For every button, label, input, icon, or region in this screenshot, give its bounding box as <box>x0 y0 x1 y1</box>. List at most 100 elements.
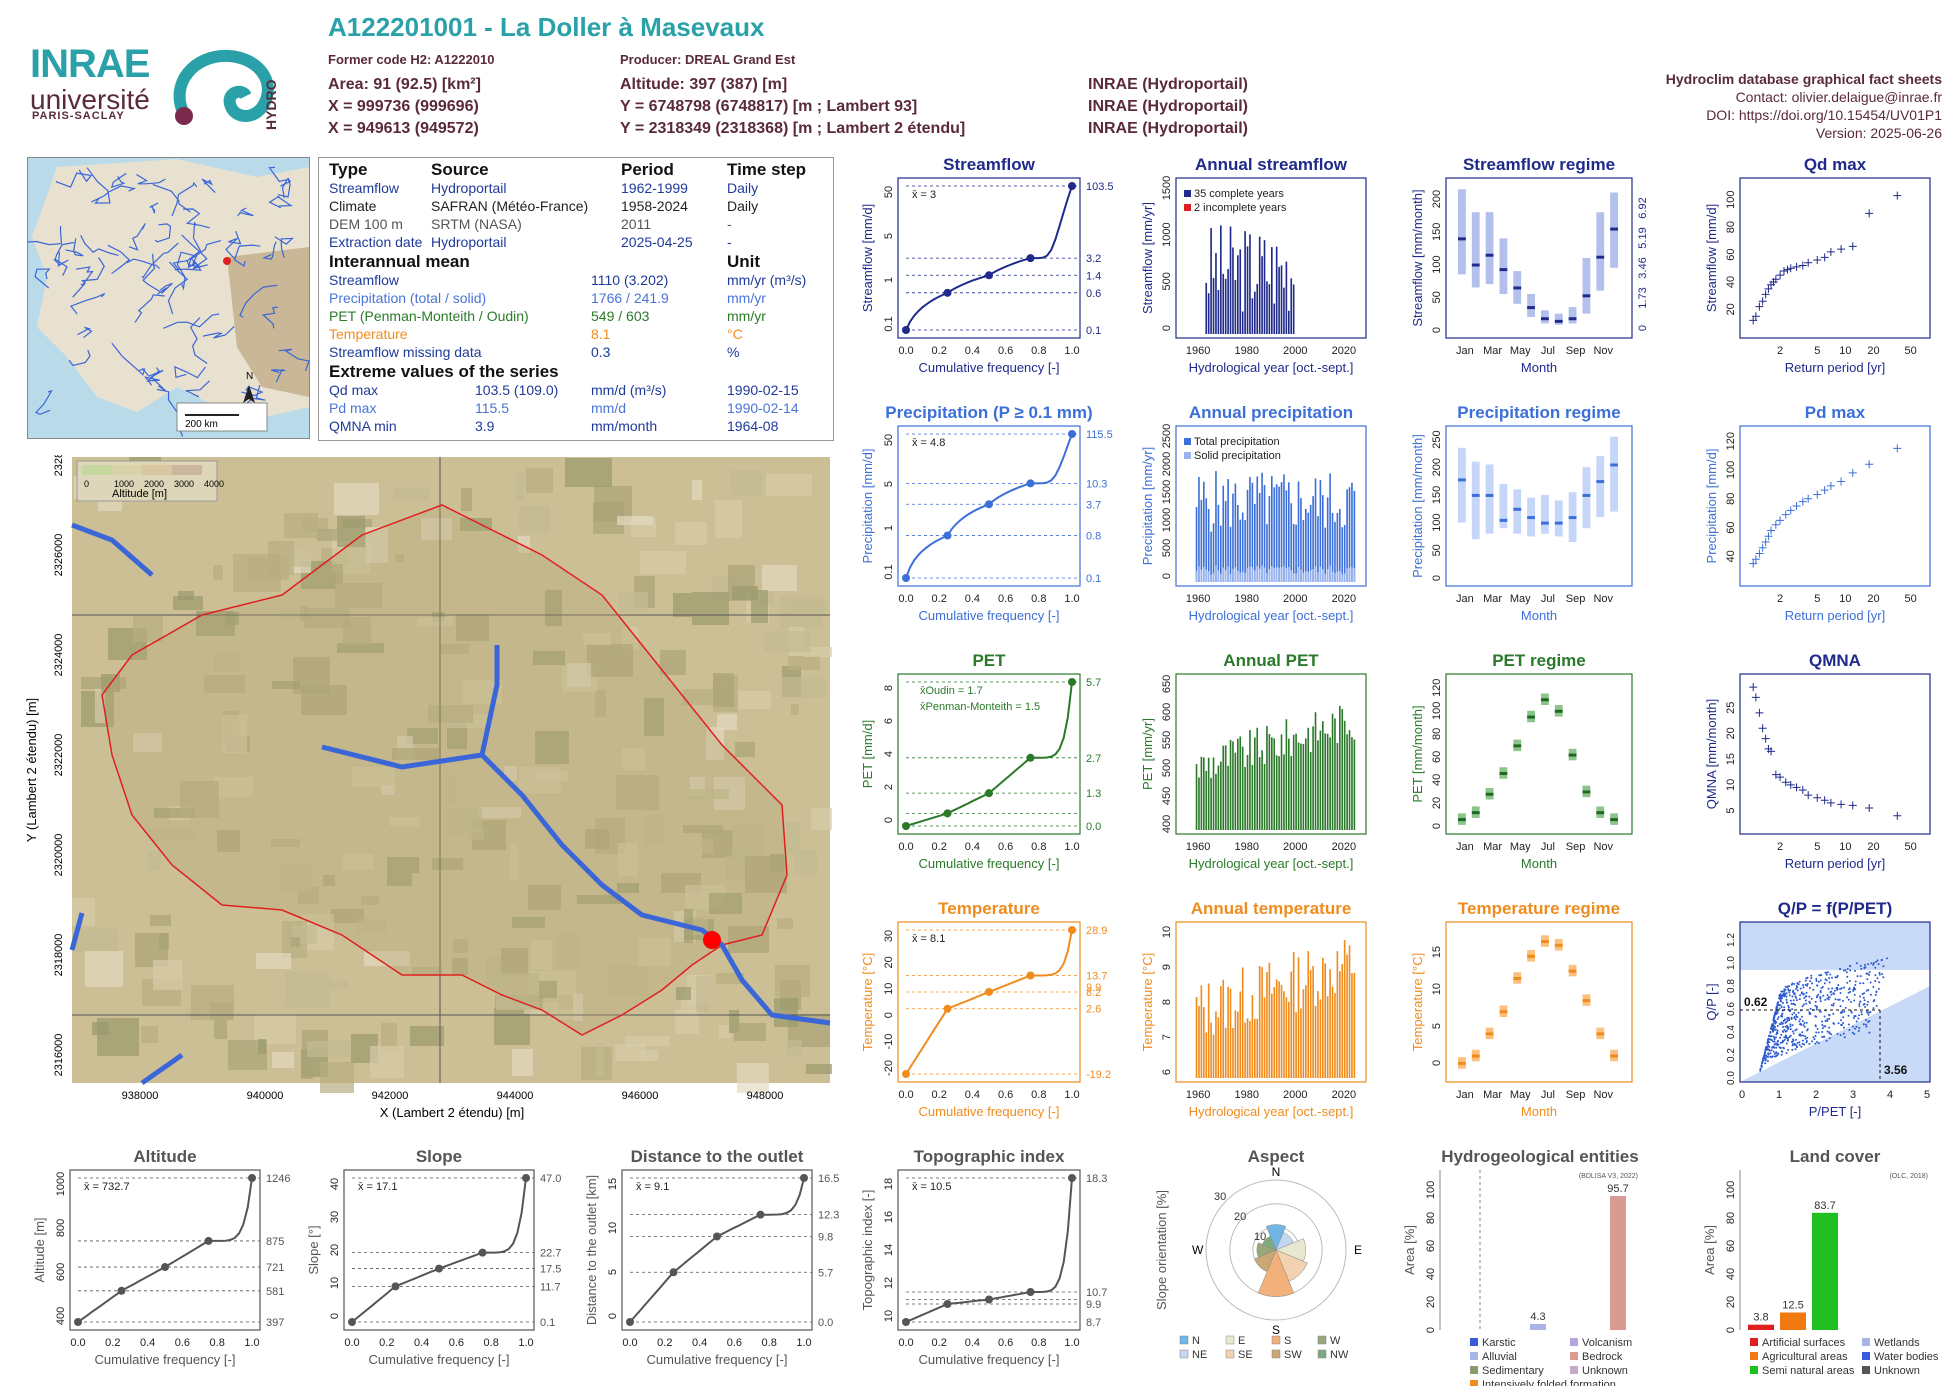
quantile-point <box>669 1268 678 1277</box>
annual-bar <box>1239 736 1242 830</box>
qp-point <box>1842 969 1845 972</box>
qp-point <box>1791 1044 1794 1047</box>
qp-point <box>1832 1004 1835 1007</box>
qp-point <box>1824 971 1827 974</box>
qp-point <box>1800 991 1803 994</box>
qp-point <box>1831 987 1834 990</box>
qp-point <box>1794 1018 1797 1021</box>
x-tick: Sep <box>1566 1089 1586 1101</box>
qp-point <box>1794 995 1797 998</box>
data-point <box>1755 708 1764 717</box>
qp-point <box>1840 1011 1843 1014</box>
y-tick: 100 <box>1425 1181 1437 1199</box>
x-tick: 0.4 <box>140 1337 155 1349</box>
quantile-point <box>985 987 993 996</box>
quantile-point <box>1068 1174 1076 1182</box>
river-main <box>479 645 831 1026</box>
france-river <box>171 181 198 217</box>
annual-bar-solid <box>1268 569 1271 582</box>
regime-median <box>1499 518 1508 522</box>
qp-point <box>1815 1005 1818 1008</box>
legend-entry: SE <box>1238 1349 1253 1361</box>
france-river <box>202 325 235 339</box>
table-cell: °C <box>727 326 743 342</box>
qp-point <box>1767 1056 1769 1058</box>
table-cell: Qd max <box>329 382 379 398</box>
regime-median <box>1499 772 1508 776</box>
y-tick: 0.0 <box>1726 1071 1737 1085</box>
qp-point <box>1783 990 1786 993</box>
annual-bar-solid <box>1309 570 1312 582</box>
quantile-point <box>1026 1288 1035 1296</box>
data-point <box>1820 253 1829 262</box>
annual-bar <box>1258 236 1261 334</box>
terrain-patch <box>180 781 219 818</box>
terrain-patch <box>585 829 609 849</box>
y-tick: 800 <box>55 1219 67 1237</box>
x-lambert2: X = 949613 (949572) <box>328 120 479 137</box>
terrain-patch <box>692 480 702 500</box>
annual-bar <box>1353 490 1356 582</box>
terrain-patch <box>389 817 420 826</box>
x-axis-label: Month <box>1521 856 1557 871</box>
qp-point <box>1806 983 1809 985</box>
terrain-patch <box>519 506 550 533</box>
qp-point <box>1870 962 1873 965</box>
annual-bar <box>1246 489 1249 582</box>
chart-title: Streamflow <box>943 155 1035 174</box>
qp-point <box>1834 998 1837 1001</box>
doi: DOI: https://doi.org/10.15454/UV01P1 <box>1706 107 1942 123</box>
hydro-logo: HYDRO <box>173 49 279 130</box>
terrain-patch <box>317 529 351 541</box>
data-point <box>1893 811 1902 820</box>
qp-point <box>1843 1010 1846 1013</box>
area-bar <box>1610 1196 1626 1330</box>
regime-median <box>1485 253 1494 257</box>
legend-entry: 35 complete years <box>1194 188 1284 200</box>
right-tick: 9.9 <box>1086 1299 1101 1311</box>
annual-bar-solid <box>1314 566 1317 582</box>
qp-point <box>1813 1038 1816 1041</box>
qp-point <box>1825 973 1828 976</box>
quantile-point <box>522 1174 530 1182</box>
annual-bar <box>1288 738 1290 830</box>
annual-bar <box>1305 508 1307 582</box>
annual-bar <box>1215 471 1217 582</box>
x-tick: 2000 <box>1283 1089 1307 1101</box>
qp-point <box>1855 962 1858 965</box>
y-tick: 100 <box>1725 1181 1737 1199</box>
qp-point <box>1826 1018 1829 1021</box>
data-point <box>1813 793 1822 802</box>
mean-annotation: x̄ = 10.5 <box>912 1181 951 1193</box>
qp-point <box>1785 1020 1788 1023</box>
y-tick: 0.8 <box>1726 979 1737 993</box>
qp-point <box>1804 983 1807 986</box>
annual-bar <box>1290 971 1293 1078</box>
y-axis-label: Distance to the outlet [km] <box>584 1175 599 1325</box>
right-tick: 3.46 <box>1637 257 1649 278</box>
y-tick: 20 <box>1725 1296 1737 1308</box>
plot-frame <box>1445 425 1633 587</box>
annual-bar-solid <box>1266 573 1268 582</box>
data-point <box>1751 555 1760 564</box>
page-title: A122201001 - La Doller à Masevaux <box>328 12 765 42</box>
annual-bar <box>1263 485 1266 582</box>
right-tick: 10.7 <box>1086 1287 1107 1299</box>
annual-bar <box>1241 967 1244 1078</box>
qp-point <box>1792 1003 1795 1006</box>
y-tick: 0 <box>1431 823 1443 829</box>
annual-bar <box>1339 705 1341 830</box>
qp-point <box>1847 1014 1850 1017</box>
annual-bar <box>1322 957 1324 1078</box>
france-river <box>53 251 69 267</box>
qp-point <box>1817 980 1820 983</box>
right-tick: 0.0 <box>1086 821 1101 833</box>
terrain-patch <box>95 686 105 723</box>
legend-entry: NW <box>1330 1349 1349 1361</box>
y-tick: 400 <box>1161 815 1173 833</box>
annual-bar <box>1239 519 1242 582</box>
annual-bar <box>1319 999 1322 1078</box>
legend-entry: Unknown <box>1874 1365 1920 1377</box>
qp-point <box>1882 965 1885 968</box>
legend-swatch <box>1570 1366 1578 1374</box>
